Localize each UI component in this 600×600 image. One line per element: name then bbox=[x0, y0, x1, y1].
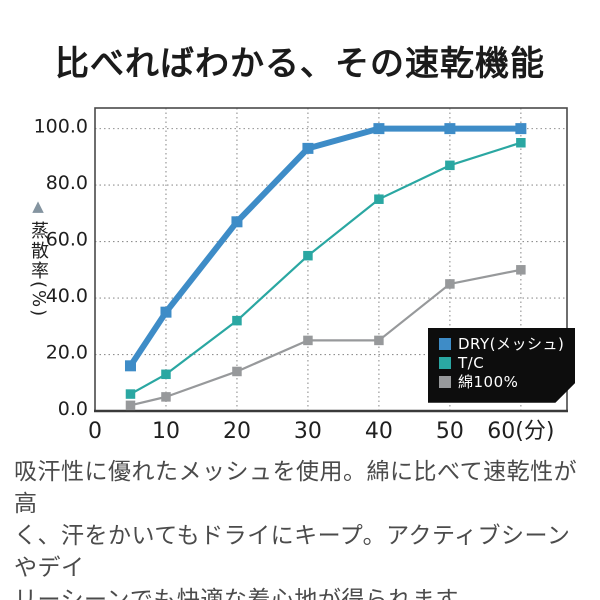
y-axis-title: ▲ 蒸散率(%) bbox=[20, 196, 56, 318]
legend-item-2: 綿100% bbox=[439, 374, 564, 391]
data-point bbox=[303, 250, 313, 261]
x-tick-label: 30 bbox=[294, 419, 322, 443]
data-point bbox=[161, 369, 171, 379]
legend-label: 綿100% bbox=[458, 372, 519, 391]
chart-legend: DRY(メッシュ) T/C 綿100% bbox=[428, 328, 575, 403]
data-point bbox=[373, 122, 385, 134]
data-point bbox=[124, 360, 136, 372]
y-axis-label: 蒸散率(%) bbox=[28, 220, 49, 318]
legend-swatch-icon bbox=[439, 338, 451, 350]
y-tick-label: 40.0 bbox=[46, 285, 88, 307]
up-triangle-icon: ▲ bbox=[32, 196, 44, 215]
y-tick-label: 80.0 bbox=[46, 172, 88, 194]
data-point bbox=[160, 306, 172, 318]
y-tick-label: 100.0 bbox=[34, 115, 88, 137]
page: 比べればわかる、その速乾機能 0 10 20 30 40 50 60(分) 0.0 20.0 40… bbox=[0, 44, 600, 600]
data-point bbox=[516, 137, 526, 148]
chart-area: 0 10 20 30 40 50 60(分) 0.0 20.0 40.0 60.0 80.0 100.0… bbox=[0, 93, 600, 443]
data-point bbox=[231, 216, 243, 228]
data-point bbox=[445, 278, 455, 289]
data-point bbox=[374, 194, 384, 204]
data-point bbox=[516, 264, 526, 275]
legend-item-0: DRY(メッシュ) bbox=[439, 336, 564, 353]
y-tick-label: 0.0 bbox=[58, 398, 88, 420]
x-tick-label: 60(分) bbox=[487, 419, 554, 443]
x-tick-label: 40 bbox=[365, 419, 393, 443]
x-tick-label: 10 bbox=[152, 419, 180, 443]
data-point bbox=[232, 315, 242, 326]
data-point bbox=[302, 142, 314, 154]
data-point bbox=[303, 335, 313, 345]
y-tick-label: 20.0 bbox=[46, 341, 88, 363]
x-tick-label: 50 bbox=[436, 419, 464, 443]
legend-label: T/C bbox=[458, 353, 485, 372]
data-point bbox=[125, 389, 136, 399]
data-point bbox=[161, 391, 171, 402]
chart-plot: 0 10 20 30 40 50 60(分) 0.0 20.0 40.0 60.0 80.0 100.0 bbox=[34, 106, 568, 443]
legend-item-1: T/C bbox=[439, 355, 564, 372]
x-tick-label: 0 bbox=[88, 419, 102, 443]
page-title: 比べればわかる、その速乾機能 bbox=[55, 44, 545, 84]
data-point bbox=[125, 400, 136, 410]
description-text: 吸汗性に優れたメッシュを使用。綿に比べて速乾性が高 く、汗をかいてもドライにキー… bbox=[14, 458, 578, 600]
data-point bbox=[232, 366, 242, 377]
data-point bbox=[515, 122, 527, 134]
data-point bbox=[445, 160, 455, 170]
legend-label: DRY(メッシュ) bbox=[458, 334, 565, 353]
x-tick-label: 20 bbox=[223, 419, 251, 443]
legend-swatch-icon bbox=[439, 357, 451, 369]
data-point bbox=[444, 122, 456, 134]
y-tick-label: 60.0 bbox=[46, 228, 88, 250]
data-point bbox=[374, 335, 384, 345]
legend-swatch-icon bbox=[439, 376, 451, 388]
